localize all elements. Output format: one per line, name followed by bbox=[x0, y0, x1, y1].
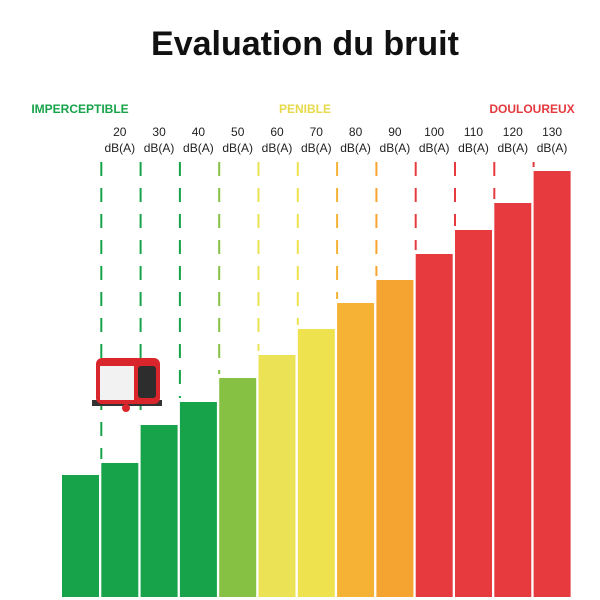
bar bbox=[337, 303, 375, 597]
product-image bbox=[92, 358, 162, 412]
x-tick-label: dB(A) bbox=[380, 141, 411, 155]
bar bbox=[219, 378, 257, 597]
x-tick-label: 120 bbox=[503, 125, 523, 139]
x-tick-label: dB(A) bbox=[458, 141, 489, 155]
x-tick-label: 100 bbox=[424, 125, 444, 139]
x-tick-label: 110 bbox=[464, 125, 483, 139]
bar bbox=[376, 280, 414, 597]
chart-title: Evaluation du bruit bbox=[151, 25, 459, 63]
zone-label: DOULOUREUX bbox=[489, 102, 574, 116]
x-tick-label: 40 bbox=[192, 125, 206, 139]
x-tick-label: dB(A) bbox=[262, 141, 293, 155]
bar bbox=[140, 425, 178, 597]
x-tick-label: 20 bbox=[113, 125, 127, 139]
x-tick-label: 30 bbox=[152, 125, 166, 139]
x-tick-label: dB(A) bbox=[301, 141, 332, 155]
x-tick-label: dB(A) bbox=[340, 141, 371, 155]
product-foot bbox=[122, 404, 130, 412]
product-face bbox=[100, 366, 134, 400]
x-tick-label: dB(A) bbox=[222, 141, 253, 155]
zone-label: PENIBLE bbox=[279, 102, 331, 116]
x-tick-label: dB(A) bbox=[183, 141, 214, 155]
bar bbox=[533, 171, 571, 597]
x-tick-label: dB(A) bbox=[497, 141, 528, 155]
bar bbox=[179, 402, 217, 597]
x-tick-label: 130 bbox=[542, 125, 562, 139]
x-tick-label: 70 bbox=[310, 125, 324, 139]
product-side bbox=[138, 366, 156, 398]
x-tick-label: 60 bbox=[270, 125, 284, 139]
x-tick-label: dB(A) bbox=[537, 141, 568, 155]
bar bbox=[101, 463, 139, 597]
x-tick-label: 80 bbox=[349, 125, 363, 139]
bar bbox=[494, 203, 532, 597]
bar bbox=[415, 254, 453, 597]
x-tick-label: dB(A) bbox=[104, 141, 135, 155]
bar bbox=[297, 329, 335, 597]
bar bbox=[62, 475, 99, 597]
bar bbox=[258, 355, 296, 597]
x-tick-label: 50 bbox=[231, 125, 245, 139]
bar bbox=[455, 230, 492, 597]
zone-label: IMPERCEPTIBLE bbox=[31, 102, 128, 116]
x-tick-label: dB(A) bbox=[144, 141, 175, 155]
x-tick-label: dB(A) bbox=[419, 141, 450, 155]
x-tick-label: 90 bbox=[388, 125, 402, 139]
